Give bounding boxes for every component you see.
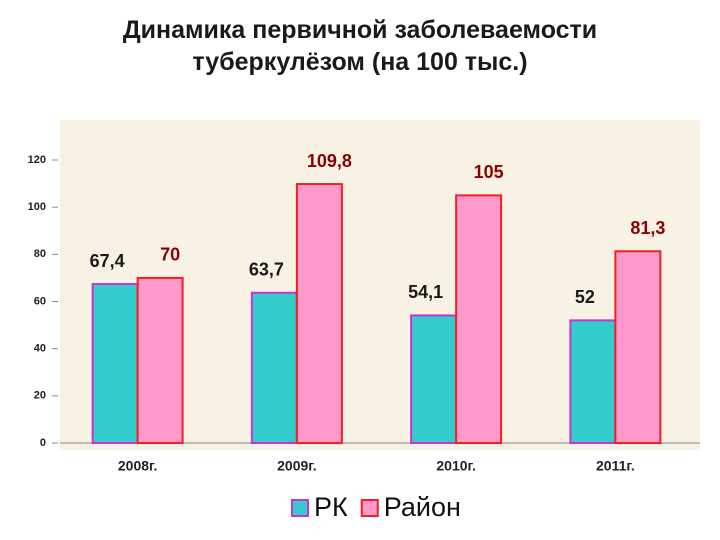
- bar: [295, 183, 343, 444]
- value-label: 52: [575, 287, 595, 307]
- x-tick-label: 2010г.: [436, 458, 475, 474]
- x-tick-label: 2008г.: [118, 458, 157, 474]
- value-label: 67,4: [90, 251, 125, 271]
- bar: [136, 276, 184, 444]
- legend-swatch: [291, 499, 309, 517]
- x-tick-label: 2011г.: [596, 458, 635, 474]
- value-label: 63,7: [249, 260, 284, 280]
- y-tick-label: 40: [34, 343, 46, 355]
- value-label: 105: [474, 162, 504, 182]
- y-tick-label: 0: [40, 437, 46, 449]
- bar: [614, 250, 662, 444]
- y-tick-label: 60: [34, 295, 46, 307]
- legend-swatch: [360, 499, 379, 517]
- value-label: 54,1: [408, 282, 443, 302]
- bar: [91, 283, 139, 444]
- value-label: 70: [160, 245, 180, 265]
- y-tick-label: 80: [34, 248, 46, 260]
- bar: [455, 194, 503, 444]
- legend-label: РК: [314, 492, 348, 522]
- value-label: 109,8: [307, 151, 352, 171]
- legend-label: Район: [384, 492, 461, 522]
- y-tick-label: 20: [34, 390, 46, 402]
- bar: [569, 319, 617, 444]
- bar: [250, 291, 298, 444]
- x-tick-label: 2009г.: [277, 458, 316, 474]
- value-label: 81,3: [630, 218, 665, 238]
- bar: [410, 314, 458, 444]
- y-tick-label: 120: [28, 154, 46, 166]
- chart-title: Динамика первичной заболеваемости туберк…: [122, 16, 598, 76]
- y-tick-label: 100: [28, 201, 46, 213]
